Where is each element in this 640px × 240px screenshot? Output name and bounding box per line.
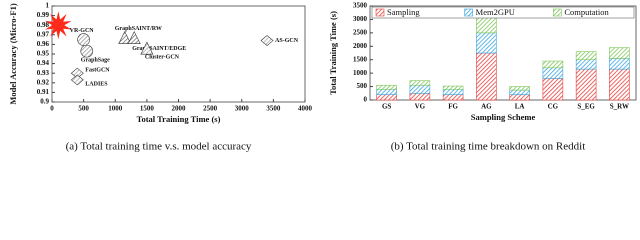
x-tick-label: AG: [481, 103, 492, 111]
y-tick-label: 0.91: [37, 88, 50, 96]
plot-frame: [369, 5, 637, 101]
legend-swatch: [553, 8, 562, 17]
point: [260, 35, 274, 46]
y-tick-label: 0.97: [37, 30, 50, 38]
x-tick-label: 1500: [140, 105, 155, 113]
point: [70, 74, 84, 86]
y-tick-label: 3500: [353, 2, 368, 10]
bar-segment: [476, 32, 497, 54]
point: [80, 44, 94, 58]
y-tick-label: 0.98: [37, 21, 50, 29]
y-tick-label: 2000: [353, 42, 368, 50]
point: [118, 30, 132, 44]
bar-segment: [509, 89, 530, 95]
y-tick-label: 0.94: [37, 59, 50, 67]
point-label: AS-GCN: [275, 38, 299, 44]
x-tick-label: 2000: [172, 105, 187, 113]
x-axis-title: Sampling Scheme: [471, 112, 536, 122]
bar-segment: [609, 68, 630, 101]
legend-label: Sampling: [387, 7, 420, 17]
x-tick-label: CG: [548, 103, 559, 111]
y-tick-label: 0.9: [40, 98, 49, 106]
y-tick-label: 3000: [353, 15, 368, 23]
bar-segment: [476, 52, 497, 101]
bar-segment: [409, 92, 431, 101]
bar-segment: [442, 85, 464, 90]
x-tick-label: 3500: [266, 105, 281, 113]
point-label: VR-GCN: [70, 28, 95, 34]
bar-segment: [575, 59, 597, 70]
y-tick-label: 0.96: [37, 40, 50, 48]
legend-swatch: [375, 8, 385, 17]
bar-segment: [509, 94, 530, 101]
y-tick-label: 0.93: [37, 69, 50, 77]
x-tick-label: 1000: [108, 105, 123, 113]
x-tick-label: 0: [50, 105, 54, 113]
bar-segment: [542, 60, 564, 69]
legend-label: Mem2GPU: [476, 7, 515, 17]
x-tick-label: FG: [448, 103, 458, 111]
point-label: LADIES: [85, 81, 108, 87]
bar-segment: [609, 58, 630, 70]
point-label: GraphSAINT/RW: [115, 26, 162, 32]
x-tick-label: LA: [515, 103, 525, 111]
point: [127, 30, 141, 44]
legend-swatch: [464, 8, 473, 17]
y-tick-label: 0.95: [37, 50, 50, 58]
y-tick-label: 0: [364, 96, 368, 104]
bar-segment: [609, 47, 630, 59]
bar-segment: [542, 78, 564, 101]
y-tick-label: 500: [357, 82, 368, 90]
bar-segment: [575, 51, 597, 61]
x-tick-label: GS: [382, 103, 391, 111]
point-label: GraphSage: [81, 57, 110, 63]
bar-segment: [376, 88, 397, 95]
x-axis-title: Total Training Time (s): [137, 114, 221, 124]
x-tick-label: 500: [78, 105, 89, 113]
y-tick-label: 1500: [353, 55, 368, 63]
x-tick-label: 4000: [298, 105, 313, 113]
figure: 0.90.910.920.930.940.950.960.970.980.991…: [8, 2, 637, 153]
y-axis-title: Total Training Time (s): [328, 11, 338, 95]
bar-segment: [442, 94, 464, 101]
y-tick-label: 0.92: [37, 78, 50, 86]
x-tick-label: VG: [415, 103, 426, 111]
x-tick-label: S_RW: [610, 103, 629, 111]
bar-segment: [376, 84, 397, 90]
point: [77, 33, 90, 46]
bar-segment: [409, 84, 431, 94]
bar-segment: [575, 68, 597, 101]
legend-label: Computation: [564, 7, 609, 17]
caption: (a) Total training time v.s. model accur…: [66, 141, 252, 153]
caption: (b) Total training time breakdown on Red…: [391, 141, 586, 153]
bar-segment: [376, 94, 397, 101]
y-tick-label: 2500: [353, 28, 368, 36]
x-tick-label: 3000: [235, 105, 250, 113]
point-label: GraphSAINT/EDGE: [132, 46, 186, 52]
bar-segment: [542, 67, 564, 79]
bar-segment: [409, 80, 431, 86]
y-tick-label: 1: [46, 2, 50, 10]
point: [45, 11, 72, 40]
bar-segment: [442, 88, 464, 95]
point: [140, 41, 154, 55]
point-label: Cluster-GCN: [145, 55, 180, 61]
y-axis-title: Model Accuracy (Micro-F1): [8, 3, 18, 105]
point-label: FastGCN: [85, 68, 110, 74]
y-tick-label: 0.99: [37, 11, 50, 19]
x-tick-label: S_EG: [577, 103, 595, 111]
legend-box: [371, 6, 635, 19]
y-tick-label: 1000: [353, 69, 368, 77]
x-tick-label: 2500: [203, 105, 218, 113]
bar-segment: [509, 86, 530, 91]
